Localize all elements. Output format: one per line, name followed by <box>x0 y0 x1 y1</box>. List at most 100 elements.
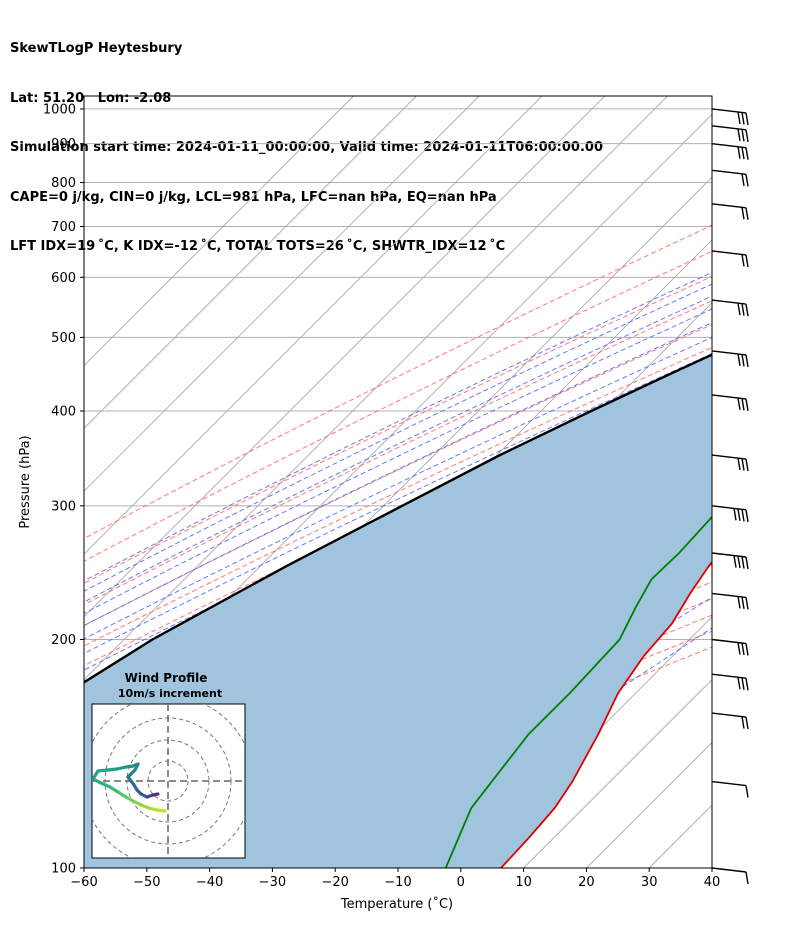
wind-barb-flag <box>745 112 749 126</box>
x-tick-label: −50 <box>133 875 160 890</box>
x-tick-label: 10 <box>515 875 532 890</box>
x-tick-label: −20 <box>321 875 348 890</box>
wind-barb-flag <box>741 642 745 656</box>
wind-barb-flag <box>737 677 741 690</box>
y-tick-label: 1000 <box>43 102 76 117</box>
wind-barb <box>711 867 749 885</box>
wind-barb-staff <box>711 867 747 873</box>
wind-barb-flag <box>745 174 749 187</box>
isotherm-gridline <box>711 867 712 868</box>
wind-barb-flag <box>745 254 749 268</box>
wind-barb-staff <box>711 108 747 114</box>
dry-adiabat <box>84 224 712 540</box>
isotherm-gridline <box>523 678 712 868</box>
wind-barb-flag <box>741 129 745 142</box>
wind-barb-flag <box>737 397 741 411</box>
wind-barb <box>711 250 749 268</box>
wind-barb-flag <box>745 643 749 656</box>
x-tick-label: 40 <box>704 875 721 890</box>
wind-barb-flag <box>745 716 749 730</box>
wind-barb-flag <box>737 146 741 159</box>
x-tick-label: −10 <box>384 875 411 890</box>
wind-barb-flag <box>745 871 749 885</box>
wind-barb-flag <box>741 677 745 690</box>
wind-barb-flag <box>741 173 745 186</box>
y-axis-label: Pressure (hPa) <box>18 435 33 528</box>
wind-barb-flag <box>745 147 749 160</box>
x-axis-label: Temperature (˚C) <box>340 896 453 912</box>
wind-barb-flag <box>737 596 741 609</box>
wind-barb-flag <box>737 353 741 367</box>
wind-barb <box>711 203 749 220</box>
moist-adiabat <box>84 283 712 592</box>
wind-barb-flag <box>745 556 749 570</box>
wind-barb-staff <box>711 250 747 256</box>
y-tick-label: 800 <box>51 176 76 191</box>
wind-barb <box>711 350 749 368</box>
wind-barb-staff <box>711 142 747 149</box>
hodograph-trace <box>92 762 167 813</box>
wind-barb <box>711 299 749 317</box>
parcel-line <box>84 353 712 684</box>
wind-barb <box>711 592 749 610</box>
wind-barb <box>711 125 749 142</box>
wind-barb-flag <box>741 509 745 522</box>
wind-barbs <box>711 108 749 885</box>
moist-adiabat <box>84 336 712 640</box>
x-tick-label: 30 <box>641 875 658 890</box>
wind-barb-staff <box>711 780 747 787</box>
dry-adiabat <box>84 346 712 647</box>
wind-barb <box>711 169 749 187</box>
wind-barb-flag <box>737 302 741 316</box>
hodograph-segment <box>96 768 110 773</box>
index-parameters: LFT IDX=19 ˚C, K IDX=-12 ˚C, TOTAL TOTS=… <box>10 239 506 254</box>
wind-barb-staff <box>711 673 747 679</box>
wind-barb-staff <box>711 350 747 356</box>
moist-adiabat <box>84 295 712 603</box>
x-tick-label: 0 <box>457 875 465 890</box>
hodograph-segment <box>99 781 112 789</box>
wind-barb-staff <box>711 394 747 400</box>
wind-barb-flag <box>741 147 745 160</box>
x-tick-label: 20 <box>578 875 595 890</box>
stability-parameters: CAPE=0 j/kg, CIN=0 j/kg, LCL=981 hPa, LF… <box>10 189 497 205</box>
profile-lines <box>84 353 712 868</box>
isotherm-gridline <box>84 96 417 430</box>
wind-barb-staff <box>711 552 747 558</box>
dry-adiabat <box>84 275 712 584</box>
temperature-line <box>500 560 712 868</box>
y-tick-label: 300 <box>51 499 76 514</box>
wind-barb-staff <box>711 203 747 209</box>
y-tick-label: 400 <box>51 404 76 419</box>
wind-barb-flag <box>737 642 741 655</box>
hodograph-title: Wind Profile <box>125 671 208 685</box>
wind-barb-staff <box>711 125 747 131</box>
wind-barb <box>711 638 749 656</box>
wind-barb-flag <box>745 303 749 317</box>
wind-barb-flag <box>745 509 749 522</box>
x-tick-label: −60 <box>70 875 97 890</box>
wind-barb <box>711 712 749 730</box>
isotherm-gridline <box>84 96 606 618</box>
chart-title: SkewTLogP Heytesbury <box>10 41 183 56</box>
wind-barb-flag <box>741 556 745 569</box>
isotherm-gridline <box>84 96 354 367</box>
wind-barb-staff <box>711 299 747 305</box>
wind-barb-flag <box>741 458 745 471</box>
wind-barb <box>711 673 749 691</box>
wind-barb-flag <box>737 457 741 471</box>
y-tick-label: 100 <box>51 862 76 877</box>
wind-barb-flag <box>741 716 745 729</box>
wind-barb-flag <box>741 112 745 125</box>
y-tick-label: 600 <box>51 271 76 286</box>
wind-barb-flag <box>741 398 745 411</box>
y-tick-label: 900 <box>51 137 76 152</box>
wind-barb-flag <box>741 207 745 220</box>
hodograph-inset: Wind Profile 10m/s increment <box>91 671 246 859</box>
wind-barb-flag <box>741 596 745 610</box>
wind-barb <box>711 142 749 160</box>
wind-barb-flag <box>745 354 749 368</box>
x-tick-label: −40 <box>196 875 223 890</box>
wind-barb-flag <box>745 129 749 142</box>
